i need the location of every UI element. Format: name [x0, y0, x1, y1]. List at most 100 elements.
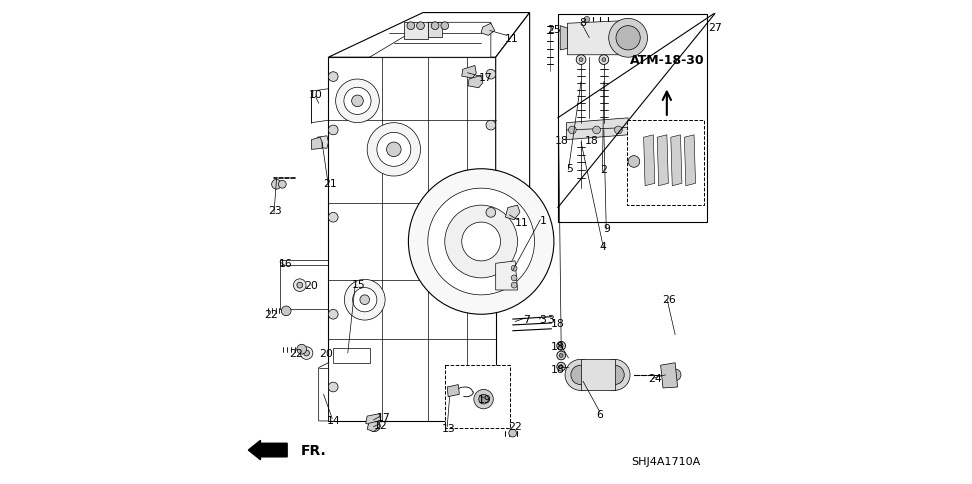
Text: 8: 8	[579, 18, 586, 28]
Circle shape	[508, 429, 516, 437]
Text: 19: 19	[478, 394, 492, 404]
Circle shape	[579, 59, 583, 62]
Circle shape	[377, 133, 411, 167]
Circle shape	[344, 280, 385, 320]
Text: 18: 18	[554, 136, 568, 145]
Text: 17: 17	[479, 73, 493, 82]
Circle shape	[303, 350, 309, 356]
Polygon shape	[567, 119, 628, 140]
Text: 22: 22	[507, 421, 522, 431]
Circle shape	[565, 360, 596, 391]
Circle shape	[428, 189, 535, 295]
Text: 27: 27	[708, 23, 722, 33]
Circle shape	[296, 283, 302, 288]
Text: 14: 14	[327, 415, 340, 425]
Text: 3: 3	[547, 315, 554, 324]
Polygon shape	[661, 363, 677, 388]
Circle shape	[360, 295, 369, 305]
Circle shape	[511, 275, 517, 281]
Circle shape	[616, 27, 641, 51]
Circle shape	[445, 206, 517, 278]
Circle shape	[486, 208, 496, 218]
Text: 18: 18	[551, 318, 565, 328]
Circle shape	[367, 123, 421, 177]
Bar	[558, 15, 708, 223]
Polygon shape	[496, 14, 530, 290]
Circle shape	[602, 59, 606, 62]
Text: 6: 6	[597, 409, 604, 419]
Polygon shape	[462, 66, 476, 79]
Bar	[428, 23, 442, 38]
Circle shape	[559, 354, 563, 358]
Polygon shape	[505, 206, 520, 220]
Polygon shape	[469, 76, 483, 89]
Polygon shape	[684, 136, 696, 186]
Text: 1: 1	[539, 215, 546, 225]
Polygon shape	[333, 348, 369, 363]
Circle shape	[511, 266, 517, 272]
Circle shape	[599, 360, 630, 391]
Text: SHJ4A1710A: SHJ4A1710A	[631, 456, 700, 466]
Circle shape	[281, 306, 291, 316]
Circle shape	[486, 70, 496, 80]
Circle shape	[329, 382, 338, 392]
Text: 18: 18	[585, 136, 599, 145]
Circle shape	[278, 181, 286, 189]
Text: 18: 18	[551, 364, 565, 374]
Text: 17: 17	[377, 412, 391, 422]
Text: 26: 26	[662, 294, 676, 304]
Text: 24: 24	[648, 374, 662, 383]
Text: 20: 20	[319, 348, 332, 358]
Polygon shape	[317, 136, 329, 149]
Polygon shape	[657, 136, 669, 186]
Text: 12: 12	[374, 420, 388, 430]
Circle shape	[557, 351, 566, 360]
Circle shape	[474, 390, 493, 409]
Circle shape	[441, 23, 449, 30]
Circle shape	[557, 342, 566, 350]
Circle shape	[569, 127, 576, 135]
Bar	[627, 121, 705, 206]
Text: 5: 5	[566, 164, 573, 173]
Circle shape	[300, 347, 313, 360]
Polygon shape	[329, 58, 496, 421]
Text: 25: 25	[547, 25, 561, 35]
Circle shape	[608, 19, 647, 58]
Circle shape	[368, 420, 380, 432]
Text: 4: 4	[600, 242, 607, 252]
Circle shape	[462, 223, 501, 261]
Text: 11: 11	[514, 218, 528, 227]
Circle shape	[344, 88, 371, 115]
Polygon shape	[568, 22, 621, 56]
Circle shape	[335, 80, 379, 123]
Polygon shape	[365, 414, 381, 426]
Text: 10: 10	[308, 90, 322, 99]
Polygon shape	[447, 385, 460, 397]
Circle shape	[329, 126, 338, 136]
Circle shape	[408, 169, 554, 315]
Polygon shape	[671, 136, 682, 186]
Circle shape	[329, 73, 338, 82]
Bar	[445, 365, 510, 428]
Circle shape	[559, 365, 563, 369]
Circle shape	[353, 288, 377, 312]
Circle shape	[511, 283, 517, 288]
Circle shape	[432, 23, 439, 30]
Polygon shape	[496, 261, 517, 290]
Circle shape	[571, 365, 590, 385]
Circle shape	[417, 23, 425, 30]
Text: 21: 21	[323, 179, 336, 189]
Polygon shape	[311, 138, 322, 150]
Circle shape	[329, 213, 338, 223]
Polygon shape	[329, 14, 530, 58]
Text: 3: 3	[539, 315, 546, 324]
Polygon shape	[367, 421, 380, 432]
Bar	[403, 23, 428, 40]
Text: 22: 22	[289, 348, 302, 358]
Circle shape	[271, 180, 281, 190]
Circle shape	[559, 344, 563, 348]
Text: 16: 16	[279, 259, 293, 269]
Circle shape	[614, 127, 622, 135]
Text: FR.: FR.	[300, 443, 327, 457]
Circle shape	[479, 394, 488, 404]
